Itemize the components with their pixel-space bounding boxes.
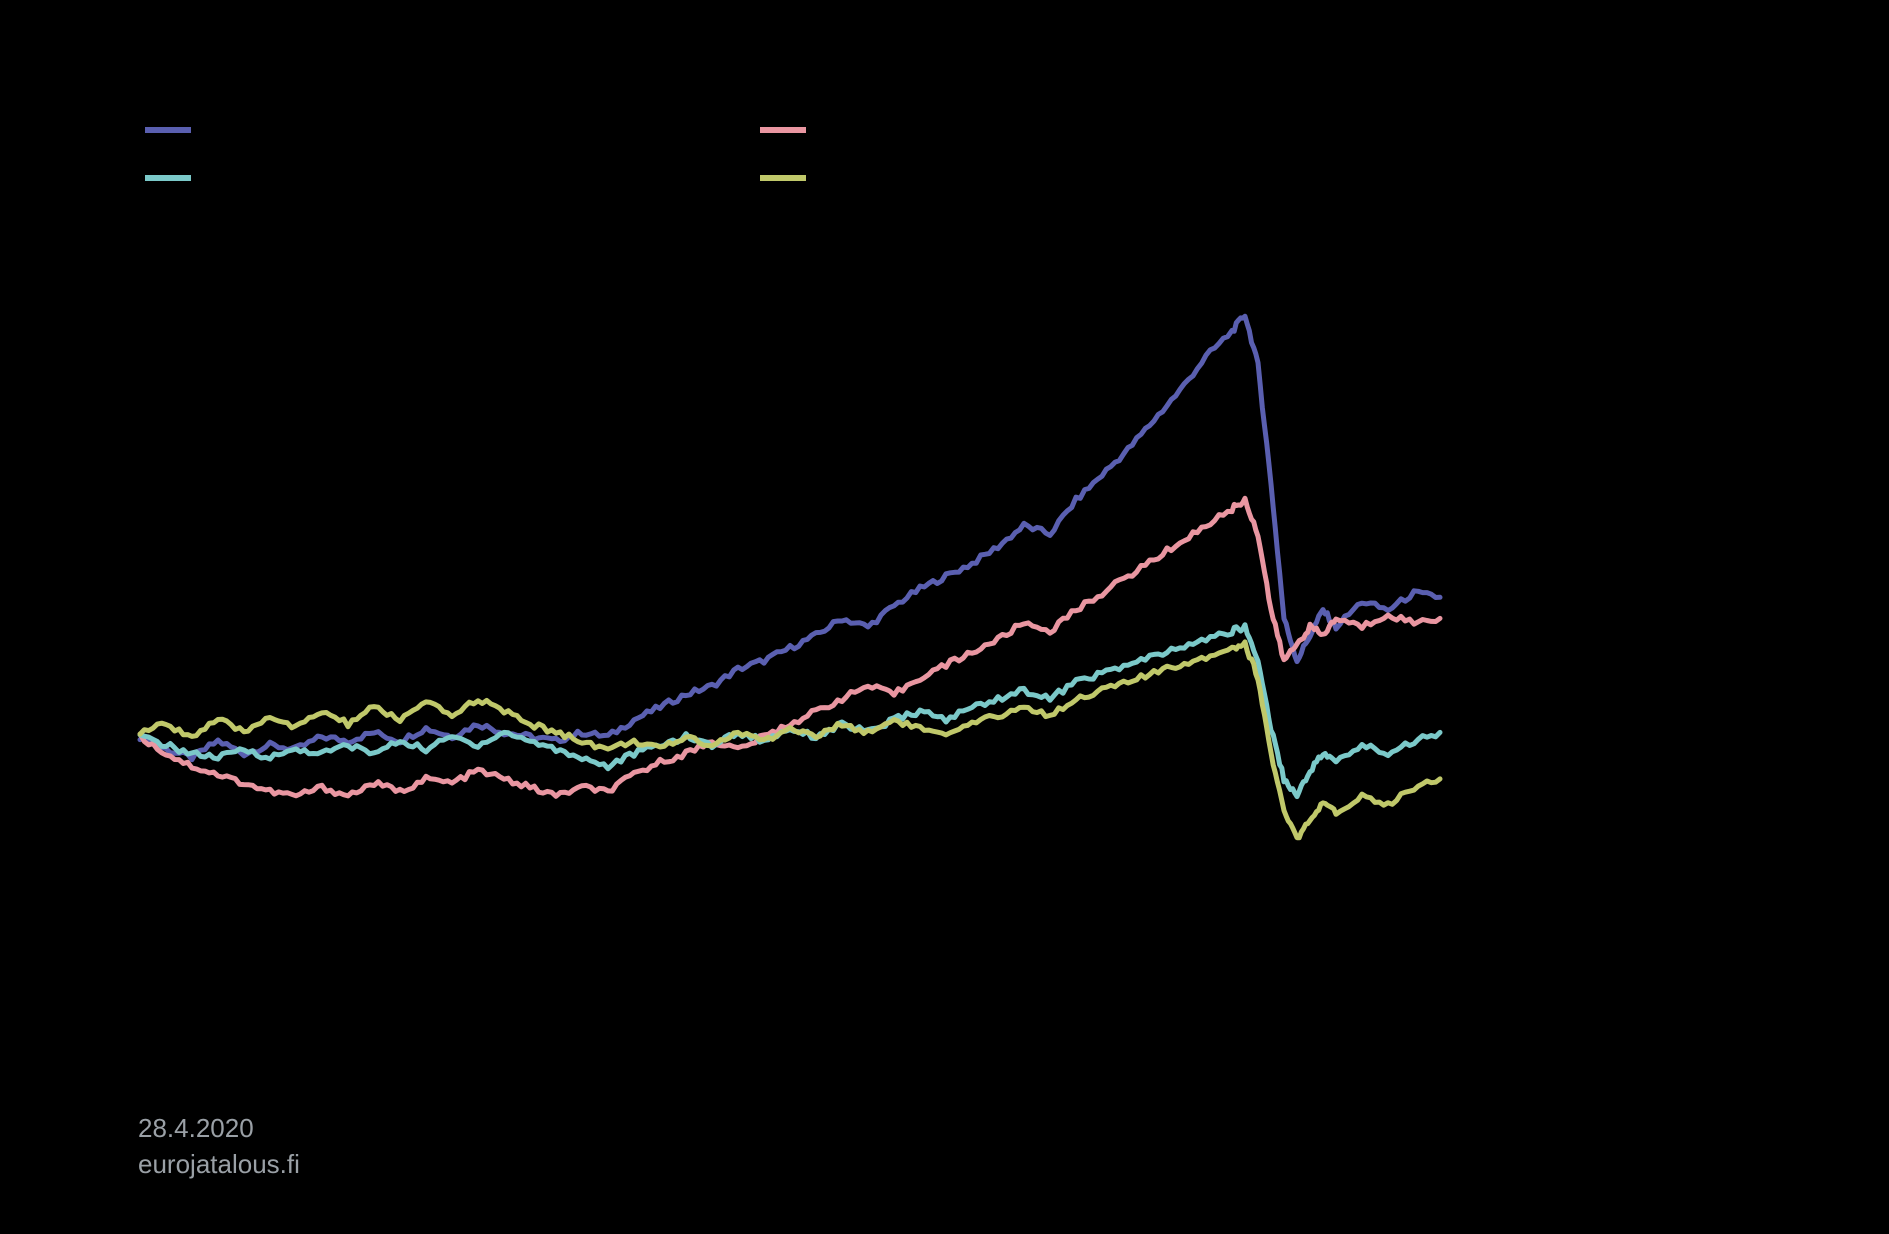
legend-swatch-series_olive	[760, 175, 806, 181]
chart-background	[0, 0, 1889, 1234]
legend-swatch-series_cyan	[145, 175, 191, 181]
legend-swatch-series_pink	[760, 127, 806, 133]
legend-swatch-series_blue	[145, 127, 191, 133]
footer-source: eurojatalous.fi	[138, 1147, 300, 1182]
chart-container: 28.4.2020 eurojatalous.fi	[0, 0, 1889, 1234]
footer-date: 28.4.2020	[138, 1111, 254, 1146]
line-chart	[0, 0, 1889, 1234]
